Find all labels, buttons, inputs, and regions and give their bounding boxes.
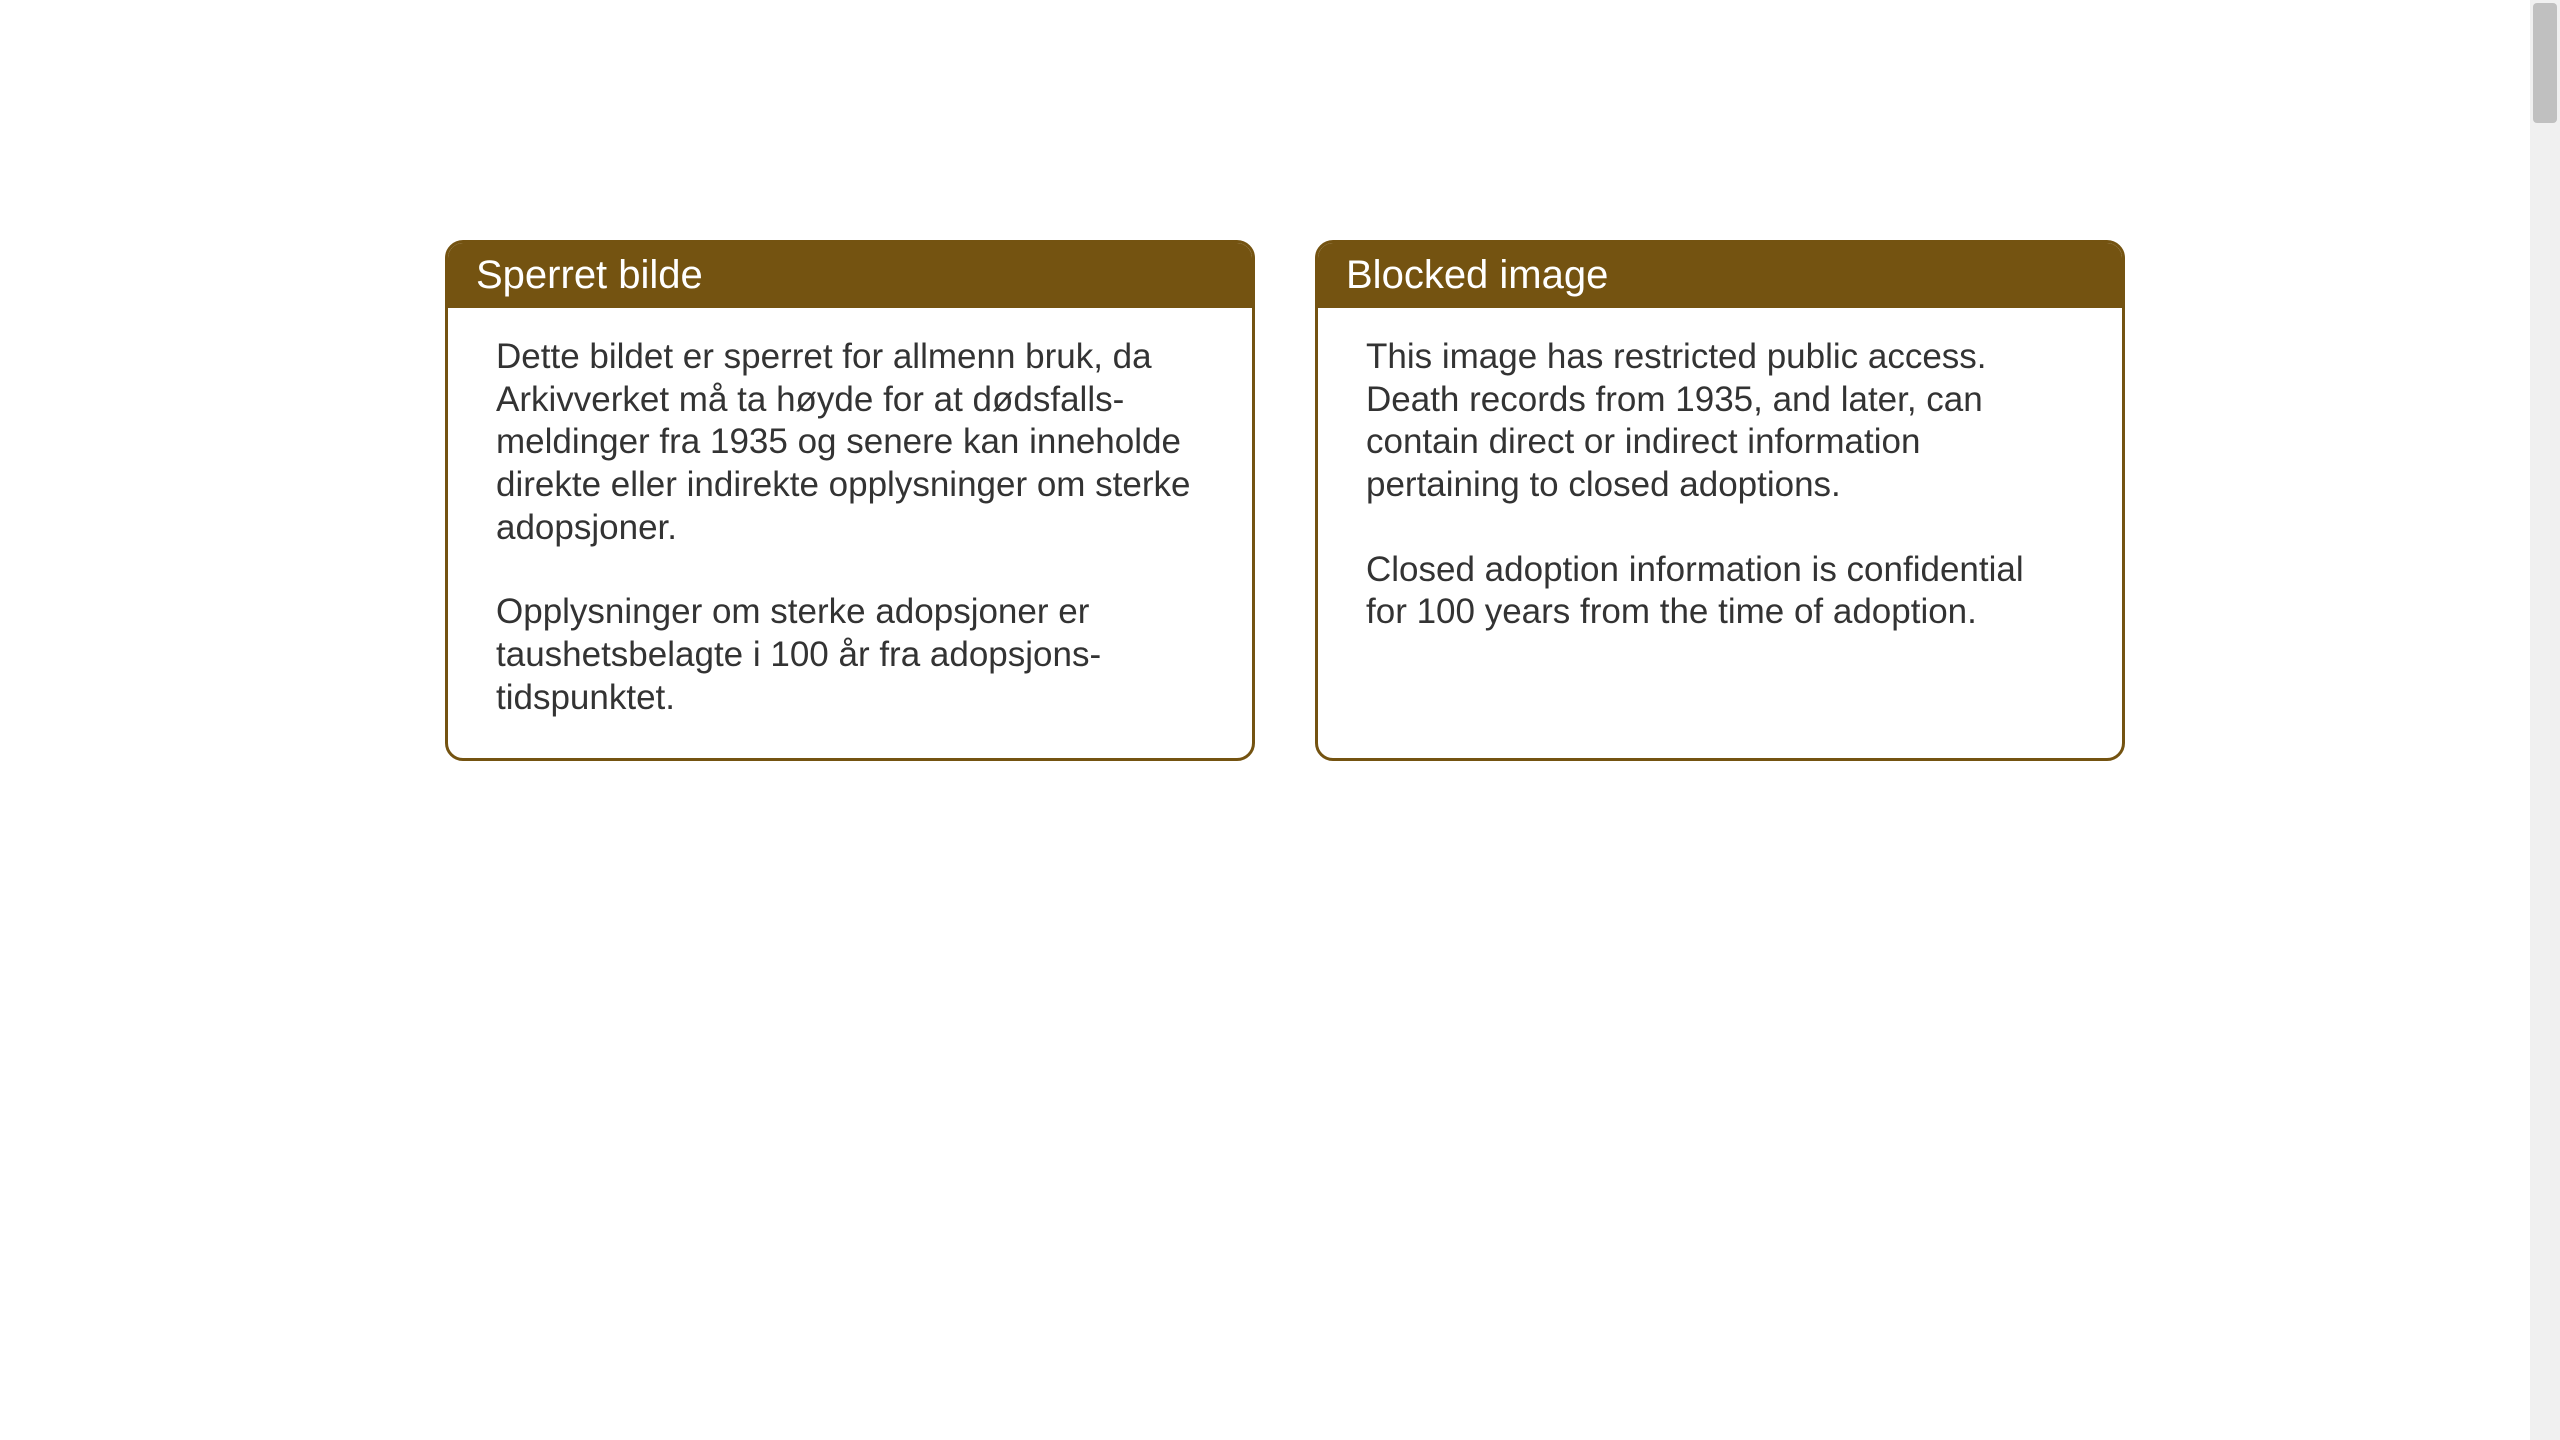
english-paragraph-2: Closed adoption information is confident… xyxy=(1366,549,2074,634)
norwegian-card-body: Dette bildet er sperret for allmenn bruk… xyxy=(448,308,1252,758)
scrollbar-track[interactable] xyxy=(2530,0,2560,1440)
norwegian-paragraph-1: Dette bildet er sperret for allmenn bruk… xyxy=(496,336,1204,549)
norwegian-paragraph-2: Opplysninger om sterke adopsjoner er tau… xyxy=(496,591,1204,719)
norwegian-notice-card: Sperret bilde Dette bildet er sperret fo… xyxy=(445,240,1255,761)
scrollbar-thumb[interactable] xyxy=(2533,3,2557,123)
english-notice-card: Blocked image This image has restricted … xyxy=(1315,240,2125,761)
norwegian-card-title: Sperret bilde xyxy=(448,243,1252,308)
notice-container: Sperret bilde Dette bildet er sperret fo… xyxy=(445,240,2125,761)
english-card-body: This image has restricted public access.… xyxy=(1318,308,2122,672)
english-paragraph-1: This image has restricted public access.… xyxy=(1366,336,2074,507)
english-card-title: Blocked image xyxy=(1318,243,2122,308)
